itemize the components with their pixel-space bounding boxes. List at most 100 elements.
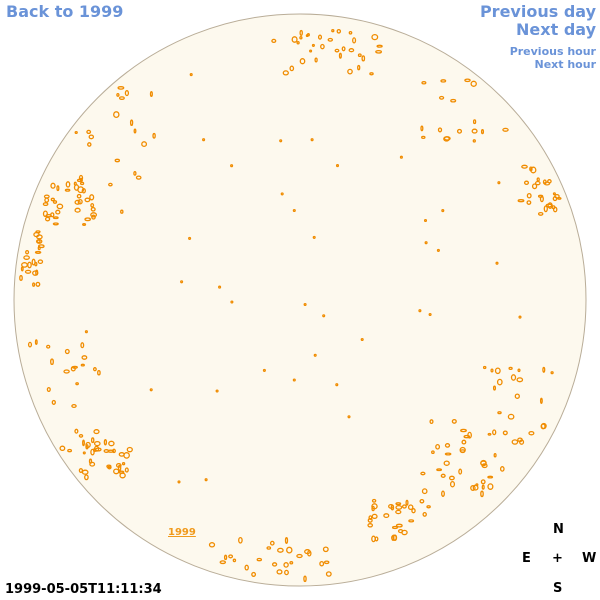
contour-mark bbox=[408, 519, 415, 523]
next-hour-link[interactable]: Next hour bbox=[534, 58, 597, 71]
contour-mark bbox=[114, 158, 121, 163]
contour-mark bbox=[543, 205, 548, 213]
next-day-link[interactable]: Next day bbox=[516, 20, 596, 39]
contour-mark bbox=[539, 397, 543, 404]
contour-mark bbox=[52, 200, 58, 204]
contour-mark bbox=[335, 164, 340, 168]
contour-mark bbox=[395, 502, 402, 506]
contour-mark bbox=[27, 341, 33, 348]
contour-mark bbox=[149, 90, 153, 98]
contour-mark bbox=[395, 509, 402, 515]
contour-mark bbox=[460, 428, 467, 433]
contour-mark bbox=[117, 86, 125, 90]
contour-mark bbox=[369, 72, 374, 76]
contour-mark bbox=[37, 259, 44, 265]
contour-mark bbox=[124, 90, 130, 97]
contour-mark bbox=[120, 209, 124, 214]
contour-mark bbox=[357, 64, 361, 71]
contour-mark bbox=[492, 385, 497, 391]
contour-mark bbox=[223, 554, 228, 561]
contour-mark bbox=[103, 449, 110, 453]
contour-mark bbox=[103, 438, 108, 446]
contour-mark bbox=[113, 111, 120, 119]
contour-mark bbox=[348, 30, 353, 35]
contour-mark bbox=[133, 171, 137, 176]
contour-mark bbox=[480, 479, 486, 485]
contour-mark bbox=[115, 462, 122, 468]
contour-mark bbox=[367, 523, 374, 528]
contour-mark bbox=[232, 558, 237, 563]
contour-mark bbox=[52, 216, 59, 220]
contour-mark bbox=[428, 312, 432, 317]
contour-mark bbox=[464, 78, 471, 83]
contour-mark bbox=[238, 536, 243, 544]
contour-mark bbox=[81, 188, 86, 194]
back-to-year-link[interactable]: Back to 1999 bbox=[6, 2, 124, 21]
contour-mark bbox=[335, 383, 339, 387]
contour-mark bbox=[230, 300, 234, 304]
active-region-contours bbox=[19, 28, 562, 583]
contour-mark bbox=[67, 448, 73, 453]
contour-mark bbox=[539, 195, 544, 203]
contour-mark bbox=[481, 484, 485, 490]
contour-mark bbox=[361, 55, 366, 62]
contour-mark bbox=[88, 134, 95, 140]
contour-mark bbox=[523, 180, 530, 186]
contour-mark bbox=[511, 439, 519, 445]
contour-mark bbox=[149, 388, 153, 392]
contour-mark bbox=[108, 440, 115, 447]
contour-mark bbox=[34, 261, 38, 267]
contour-mark bbox=[75, 382, 79, 386]
contour-mark bbox=[299, 36, 303, 40]
contour-mark bbox=[390, 504, 395, 511]
contour-mark bbox=[188, 236, 192, 240]
contour-mark bbox=[494, 367, 501, 375]
year-link[interactable]: 1999 bbox=[168, 527, 196, 538]
contour-mark bbox=[23, 255, 30, 260]
contour-mark bbox=[56, 185, 60, 192]
contour-mark bbox=[327, 37, 334, 42]
contour-mark bbox=[487, 483, 494, 490]
contour-mark bbox=[84, 217, 92, 222]
contour-mark bbox=[492, 429, 497, 436]
contour-mark bbox=[537, 194, 544, 198]
contour-mark bbox=[64, 348, 70, 355]
contour-mark bbox=[292, 378, 296, 382]
contour-mark bbox=[32, 282, 36, 287]
contour-mark bbox=[34, 339, 38, 345]
contour-mark bbox=[93, 429, 100, 435]
previous-day-link[interactable]: Previous day bbox=[479, 2, 596, 21]
contour-mark bbox=[441, 209, 445, 213]
contour-mark bbox=[371, 535, 376, 543]
contour-mark bbox=[283, 562, 289, 568]
contour-mark bbox=[204, 478, 208, 482]
contour-mark bbox=[435, 443, 441, 450]
contour-mark bbox=[65, 181, 71, 188]
contour-mark bbox=[521, 164, 528, 169]
contour-mark bbox=[85, 444, 89, 450]
contour-mark bbox=[420, 471, 426, 476]
contour-mark bbox=[472, 119, 477, 125]
contour-mark bbox=[118, 452, 125, 457]
contour-mark bbox=[63, 369, 70, 374]
contour-mark bbox=[24, 269, 32, 274]
contour-mark bbox=[121, 462, 126, 466]
contour-mark bbox=[244, 564, 249, 571]
contour-mark bbox=[82, 439, 85, 447]
contour-mark bbox=[444, 452, 452, 456]
contour-mark bbox=[307, 550, 312, 557]
contour-mark bbox=[542, 366, 546, 373]
contour-mark bbox=[299, 58, 306, 65]
contour-mark bbox=[341, 46, 346, 52]
contour-mark bbox=[80, 363, 85, 367]
contour-mark bbox=[82, 223, 87, 226]
contour-mark bbox=[419, 498, 425, 504]
contour-mark bbox=[517, 437, 523, 443]
contour-mark bbox=[440, 79, 447, 83]
contour-mark bbox=[90, 437, 95, 444]
contour-mark bbox=[276, 569, 283, 575]
previous-hour-link[interactable]: Previous hour bbox=[509, 45, 596, 58]
contour-mark bbox=[336, 28, 342, 34]
contour-mark bbox=[262, 368, 266, 372]
contour-mark bbox=[317, 34, 323, 40]
